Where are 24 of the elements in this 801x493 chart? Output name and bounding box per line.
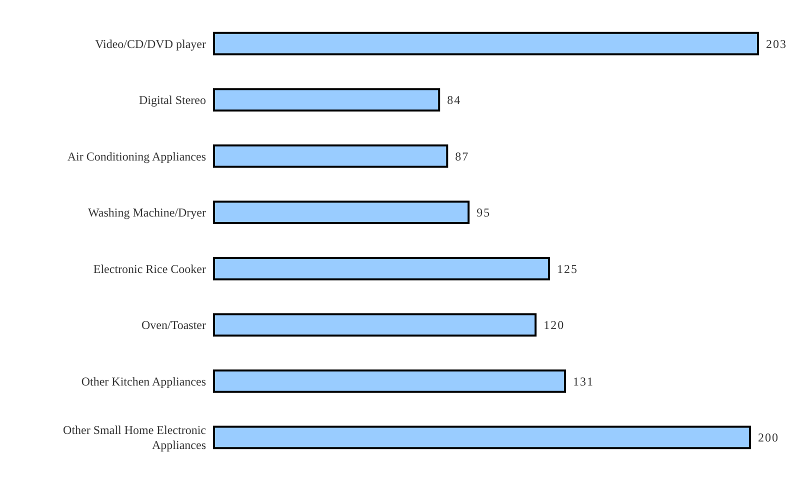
y-tick-label: Air Conditioning Appliances <box>67 149 206 164</box>
bar <box>213 88 440 112</box>
data-label: 125 <box>556 262 578 276</box>
data-label: 87 <box>455 149 470 164</box>
y-tick-label: Other Small Home Electronic Appliances <box>63 423 206 452</box>
data-label: 120 <box>544 318 565 332</box>
data-label: 131 <box>573 374 594 388</box>
data-label: 95 <box>476 206 491 220</box>
bar <box>213 256 550 280</box>
bar <box>213 32 759 56</box>
y-tick-label: Digital Stereo <box>139 93 206 108</box>
y-tick-label: Electronic Rice Cooker <box>93 262 206 276</box>
bar <box>213 426 751 450</box>
data-label: 203 <box>766 36 787 51</box>
bar <box>213 369 566 393</box>
y-tick-label: Other Kitchen Appliances <box>81 374 206 388</box>
data-label: 84 <box>447 93 462 108</box>
bar <box>213 200 470 224</box>
y-tick-label: Washing Machine/Dryer <box>88 206 206 220</box>
bar <box>213 144 448 168</box>
y-tick-label: Video/CD/DVD player <box>95 36 206 51</box>
y-tick-label: Oven/Toaster <box>142 318 206 332</box>
bar <box>213 313 537 337</box>
data-label: 200 <box>758 430 779 445</box>
